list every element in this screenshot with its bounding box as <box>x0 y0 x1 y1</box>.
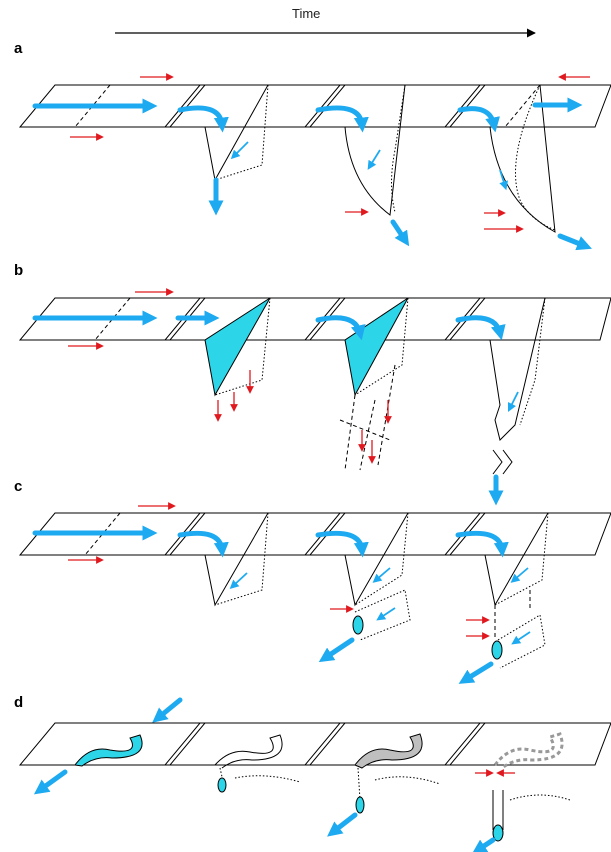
c4-tube-arrow <box>511 631 531 645</box>
a4-fault-line <box>504 84 541 128</box>
b3-fold-back <box>354 297 409 396</box>
d4-down-arrow <box>471 837 496 852</box>
a3-down-arrow <box>390 219 410 247</box>
b2-wedge <box>204 297 271 397</box>
d2-channel <box>214 734 283 769</box>
a3-inner-arrow <box>367 149 381 170</box>
b4-channel <box>492 449 513 475</box>
d1-channel <box>74 734 143 767</box>
a4-down-arrow <box>557 233 592 251</box>
a4-fold-back <box>515 84 556 231</box>
a3-fold <box>344 84 406 216</box>
panel-label-a: a <box>14 40 23 57</box>
d1-plane <box>18 722 207 766</box>
b4-fold <box>489 297 546 441</box>
d4-fold <box>509 794 571 801</box>
row-c <box>18 502 611 684</box>
c3-tube <box>354 589 411 641</box>
d4-channel <box>493 732 564 770</box>
a3-fold-back <box>391 84 406 213</box>
c3-conduit <box>352 615 364 635</box>
a1-fault-line <box>74 84 111 128</box>
c3-down-arrow <box>318 637 355 663</box>
b3-fractures <box>339 364 396 471</box>
c2-fold-back <box>214 512 269 606</box>
c3-tube-arrow <box>376 607 396 621</box>
d4-conduit <box>492 824 504 842</box>
c4-flow-arrow <box>455 530 509 558</box>
panel-label-c: c <box>14 478 23 495</box>
a2-inner-arrow <box>230 141 249 160</box>
d2-fold <box>219 767 301 791</box>
a4-fold <box>489 84 556 233</box>
c3-flow-arrow <box>315 530 369 558</box>
a2-fold <box>204 84 269 182</box>
c2-flow-arrow <box>177 530 229 558</box>
c4-fold <box>484 512 549 607</box>
c4-inner-arrow <box>510 567 529 583</box>
a4-inner-arrow <box>499 169 508 191</box>
b3-wedge <box>344 297 409 397</box>
b4-fold-back <box>519 297 546 426</box>
a4-plane <box>443 84 611 128</box>
d3-conduit <box>355 796 365 814</box>
c3-fold-back <box>354 512 409 606</box>
b4-inner-arrow <box>507 391 519 413</box>
c2-inner-arrow <box>229 572 248 590</box>
c4-plane <box>443 512 611 556</box>
d2-conduit <box>217 777 227 793</box>
c4-down-arrow <box>458 661 494 684</box>
d1-in-arrow <box>152 697 183 723</box>
c4-tube <box>497 614 546 669</box>
c3-fold <box>344 512 409 607</box>
c3-inner-arrow <box>372 567 391 583</box>
panel-label-b: b <box>14 262 24 279</box>
d2-plane <box>163 722 347 766</box>
c1-fault-line <box>84 512 121 556</box>
d3-fold <box>357 767 441 801</box>
d1-out-arrow <box>33 769 68 795</box>
panel-label-d: d <box>14 694 24 711</box>
row-d <box>18 697 611 852</box>
b4-flow-arrow <box>455 315 506 341</box>
b4-plane <box>443 297 611 341</box>
a2-fold-back <box>214 84 269 181</box>
b3-flow-arrow <box>315 315 366 341</box>
a4-flow-in-arrow <box>457 106 500 133</box>
d4-conduit-walls <box>492 790 504 830</box>
b1-fault-line <box>94 297 131 341</box>
c4-conduit <box>491 640 503 660</box>
a2-flow-arrow <box>177 105 229 133</box>
d4-plane <box>443 722 611 766</box>
a3-flow-arrow <box>315 105 369 133</box>
row-b <box>18 288 611 506</box>
c4-fold-back <box>494 512 549 606</box>
c4-gap-lines <box>494 590 531 640</box>
d3-channel <box>354 733 423 769</box>
d3-down-arrow <box>327 812 358 837</box>
time-label: Time <box>292 6 321 21</box>
row-a <box>18 73 611 251</box>
